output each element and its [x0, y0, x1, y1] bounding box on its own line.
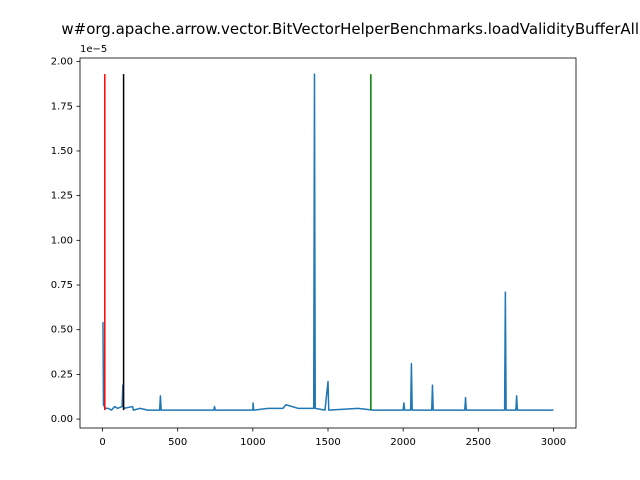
x-tick-label: 1000 — [240, 437, 265, 448]
y-offset-label: 1e−5 — [80, 44, 107, 55]
x-tick-label: 500 — [168, 437, 187, 448]
x-tick-label: 2500 — [466, 437, 491, 448]
y-tick-label: 1.00 — [51, 235, 73, 246]
y-tick-label: 1.50 — [51, 146, 73, 157]
plot-frame — [79, 57, 577, 429]
x-tick-label: 0 — [99, 437, 105, 448]
y-tick-label: 1.75 — [51, 101, 73, 112]
chart-title: w#org.apache.arrow.vector.BitVectorHelpe… — [61, 20, 639, 38]
y-tick-label: 2.00 — [51, 57, 73, 68]
y-tick-label: 0.50 — [51, 325, 73, 336]
x-tick-label: 3000 — [541, 437, 566, 448]
y-tick-label: 0.25 — [51, 369, 73, 380]
y-tick-label: 0.75 — [51, 280, 73, 291]
data-line — [102, 73, 554, 411]
x-tick-label: 2000 — [390, 437, 415, 448]
x-tick-label: 1500 — [315, 437, 340, 448]
y-tick-label: 1.25 — [51, 191, 73, 202]
y-tick-label: 0.00 — [51, 414, 73, 425]
